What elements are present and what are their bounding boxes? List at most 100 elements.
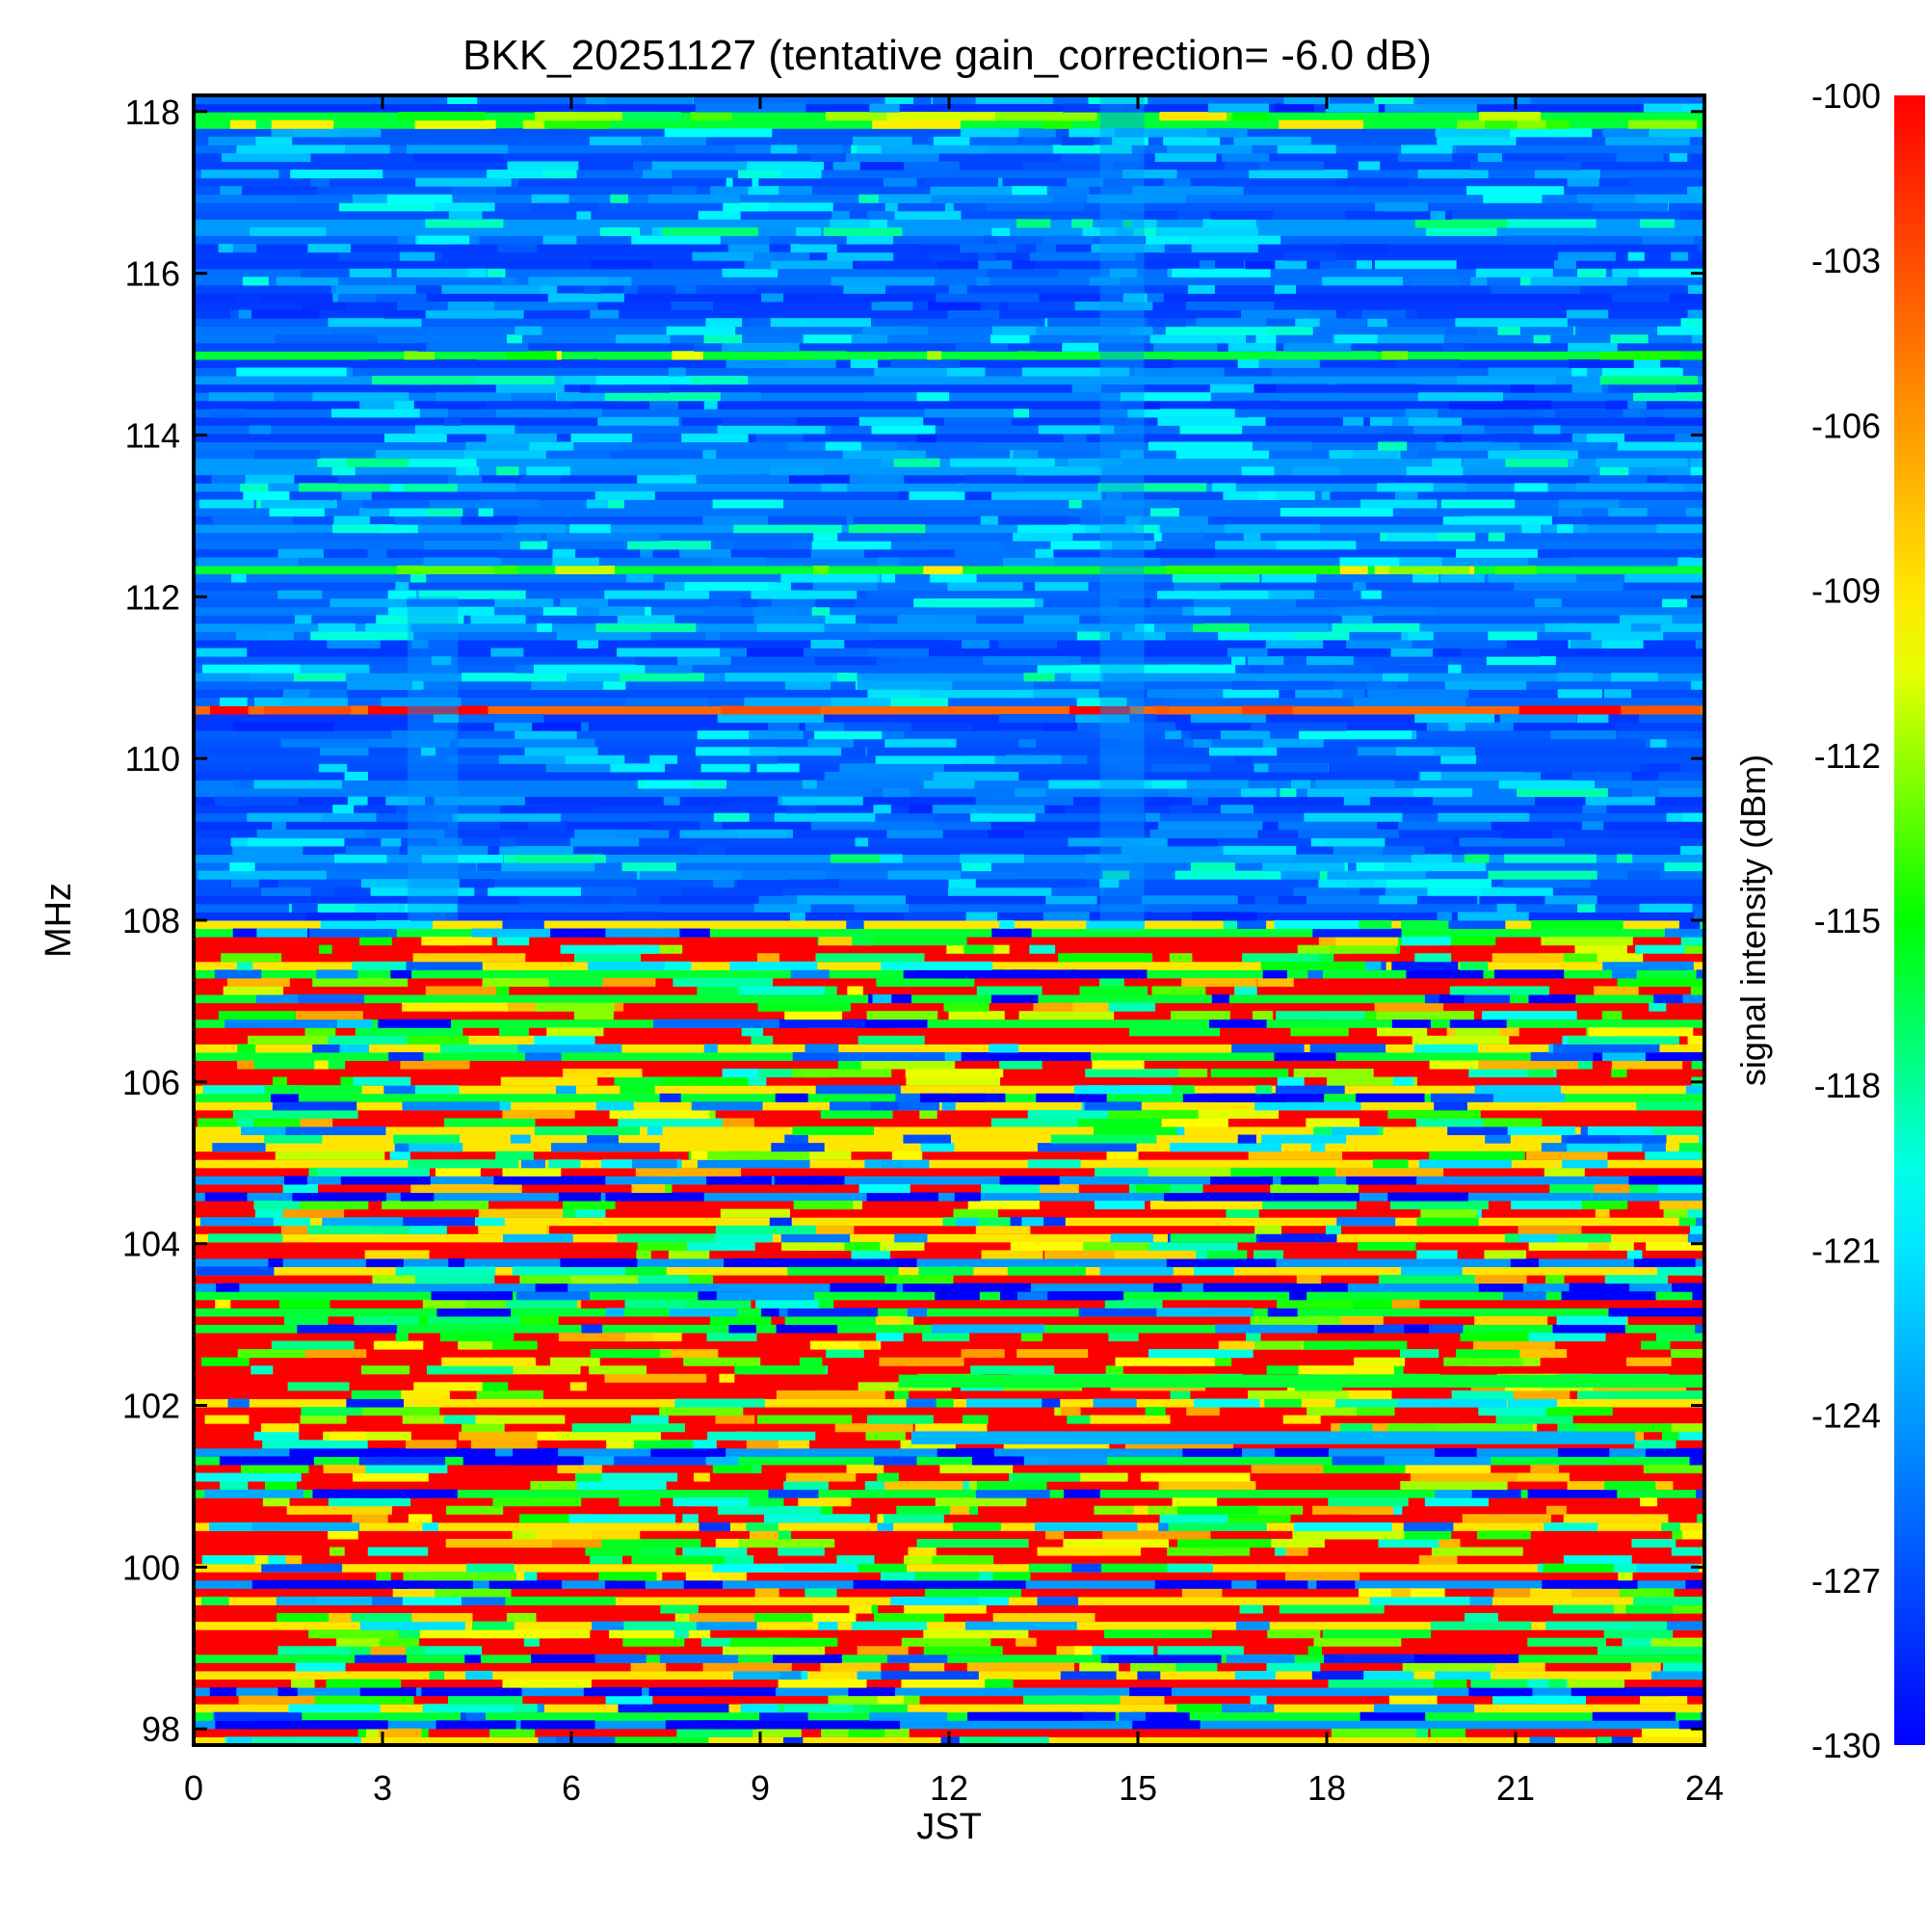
heatmap-cell <box>1148 441 1260 451</box>
heatmap-cell <box>1182 606 1202 616</box>
heatmap-cell <box>848 1728 885 1737</box>
heatmap-cell <box>877 1522 894 1531</box>
heatmap-cell <box>563 1208 576 1218</box>
heatmap-cell <box>771 598 815 608</box>
heatmap-cell <box>1333 845 1392 856</box>
heatmap-cell <box>1112 541 1156 550</box>
heatmap-cell <box>1190 714 1266 724</box>
heatmap-cell <box>531 680 604 690</box>
heatmap-cell <box>212 516 293 525</box>
heatmap-cell <box>504 738 595 748</box>
heatmap-cell <box>1349 1407 1395 1416</box>
heatmap-cell <box>1622 1637 1658 1647</box>
heatmap-cell <box>490 565 518 574</box>
heatmap-cell <box>1474 1085 1561 1095</box>
heatmap-cell <box>1281 1324 1374 1334</box>
heatmap-row <box>194 590 1704 599</box>
heatmap-cell <box>776 1324 838 1334</box>
heatmap-cell <box>595 1736 709 1746</box>
heatmap-cell <box>1190 862 1236 872</box>
heatmap-cell <box>756 763 800 773</box>
heatmap-cell <box>273 1076 287 1086</box>
heatmap-cell <box>249 425 272 435</box>
heatmap-cell <box>376 194 453 203</box>
heatmap-cell <box>1685 1579 1704 1589</box>
heatmap-cell <box>220 1481 249 1491</box>
heatmap-cell <box>1222 1704 1275 1713</box>
heatmap-row <box>194 1522 1704 1531</box>
heatmap-cell <box>895 1093 933 1102</box>
heatmap-cell <box>595 1101 634 1111</box>
heatmap-cell <box>1679 829 1704 838</box>
heatmap-cell <box>1432 458 1462 467</box>
heatmap-cell <box>1202 1283 1285 1292</box>
heatmap-cell <box>682 1514 699 1523</box>
heatmap-cell <box>387 606 495 616</box>
heatmap-cell <box>875 754 964 764</box>
heatmap-cell <box>819 937 853 946</box>
heatmap-cell <box>754 1613 813 1623</box>
heatmap-cell <box>778 1547 825 1556</box>
heatmap-cell <box>253 1217 311 1227</box>
heatmap-cell <box>867 648 929 657</box>
heatmap-cell <box>464 1654 482 1663</box>
heatmap-cell <box>1192 796 1208 806</box>
heatmap-cell <box>1650 738 1667 748</box>
heatmap-cell <box>498 845 574 856</box>
heatmap-cell <box>478 1225 547 1234</box>
heatmap-cell <box>1108 1109 1199 1119</box>
heatmap-cell <box>1557 524 1573 534</box>
heatmap-cell <box>365 1464 448 1474</box>
heatmap-cell <box>1076 631 1110 641</box>
heatmap-cell <box>998 1711 1096 1721</box>
heatmap-cell <box>315 1720 380 1730</box>
heatmap-cell <box>733 1670 802 1681</box>
heatmap-cell <box>1201 1308 1253 1317</box>
heatmap-row <box>194 548 1704 558</box>
heatmap-cell <box>1640 1687 1704 1697</box>
heatmap-cell <box>1557 1423 1590 1433</box>
heatmap-cell <box>811 821 918 831</box>
heatmap-cell <box>1636 1563 1700 1573</box>
heatmap-cell <box>903 1134 951 1144</box>
heatmap-cell <box>1410 1472 1518 1482</box>
heatmap-cell <box>1518 1233 1557 1243</box>
heatmap-cell <box>292 1192 349 1202</box>
heatmap-cell <box>218 244 233 253</box>
heatmap-cell <box>436 1167 481 1177</box>
heatmap-cell <box>1167 1547 1251 1556</box>
heatmap-cell <box>810 639 845 649</box>
heatmap-cell <box>1196 318 1267 328</box>
heatmap-cell <box>194 1472 302 1482</box>
heatmap-cell <box>978 260 1013 270</box>
heatmap-cell <box>341 490 382 500</box>
heatmap-cell <box>707 1151 810 1160</box>
heatmap-cell <box>487 170 543 179</box>
heatmap-cell <box>631 1555 725 1565</box>
heatmap-row <box>194 128 1704 138</box>
heatmap-cell <box>261 1423 300 1433</box>
heatmap-cell <box>316 969 358 979</box>
heatmap-cell <box>214 969 262 979</box>
heatmap-cell <box>1596 1736 1633 1746</box>
heatmap-cell <box>785 680 831 690</box>
heatmap-cell <box>1253 1011 1273 1020</box>
heatmap-cell <box>1690 986 1704 995</box>
heatmap-cell <box>421 854 504 863</box>
heatmap-cell <box>1164 1192 1278 1202</box>
heatmap-cell <box>389 1151 410 1160</box>
heatmap-row <box>194 334 1704 344</box>
heatmap-cell <box>462 673 574 682</box>
heatmap-cell <box>216 1283 240 1292</box>
heatmap-cell <box>1122 400 1161 410</box>
heatmap-cell <box>1420 1654 1519 1663</box>
heatmap-cell <box>964 944 994 954</box>
heatmap-cell <box>515 326 542 335</box>
heatmap-cell <box>1447 1126 1508 1136</box>
heatmap-cell <box>483 1563 515 1573</box>
heatmap-cell <box>295 615 312 624</box>
heatmap-cell <box>1250 1201 1357 1210</box>
heatmap-cell <box>402 1101 500 1111</box>
heatmap-cell <box>920 1143 955 1152</box>
heatmap-cell <box>1233 136 1311 146</box>
